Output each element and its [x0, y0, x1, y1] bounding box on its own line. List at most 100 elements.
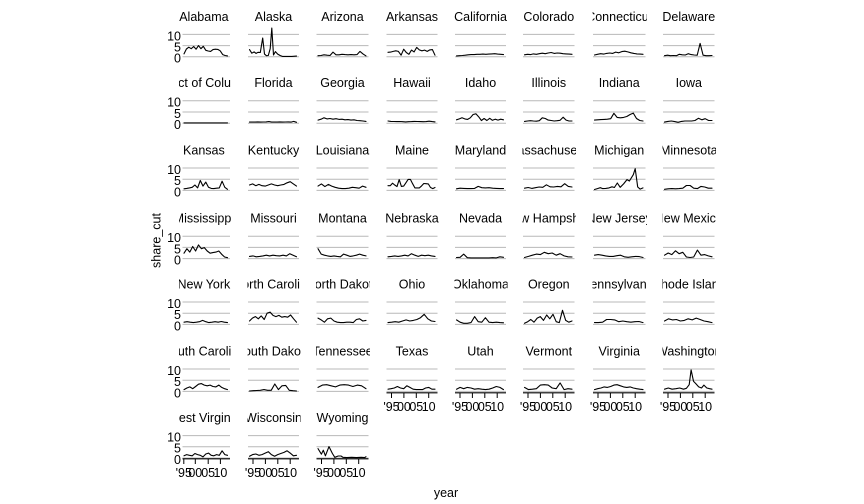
svg-text:5: 5 — [174, 107, 181, 121]
svg-text:Washington: Washington — [656, 344, 722, 358]
svg-text:10: 10 — [167, 231, 181, 245]
svg-text:5: 5 — [174, 375, 181, 389]
svg-text:Delaware: Delaware — [662, 10, 715, 24]
svg-text:Rhode Island: Rhode Island — [652, 277, 726, 291]
svg-text:Mississippi: Mississippi — [174, 212, 234, 226]
svg-text:Wisconsin: Wisconsin — [245, 411, 302, 425]
svg-text:00: 00 — [258, 466, 272, 480]
svg-text:New York: New York — [177, 277, 231, 291]
svg-text:00: 00 — [465, 400, 479, 414]
svg-text:0: 0 — [174, 185, 181, 199]
svg-text:Connecticut: Connecticut — [586, 10, 653, 24]
svg-text:10: 10 — [698, 400, 712, 414]
svg-text:5: 5 — [174, 242, 181, 256]
svg-text:05: 05 — [339, 466, 353, 480]
svg-text:Missouri: Missouri — [250, 212, 297, 226]
svg-text:North Carolina: North Carolina — [233, 277, 314, 291]
svg-text:Kentucky: Kentucky — [248, 143, 300, 157]
svg-text:00: 00 — [533, 400, 547, 414]
svg-text:Idaho: Idaho — [465, 76, 496, 90]
svg-text:'95: '95 — [176, 466, 192, 480]
svg-text:10: 10 — [422, 400, 436, 414]
svg-text:0: 0 — [174, 118, 181, 132]
svg-text:10: 10 — [213, 466, 227, 480]
svg-text:District of Columbia: District of Columbia — [150, 76, 258, 90]
svg-text:00: 00 — [327, 466, 341, 480]
svg-text:05: 05 — [409, 400, 423, 414]
svg-text:year: year — [434, 486, 458, 500]
svg-text:'95: '95 — [313, 466, 329, 480]
svg-text:Florida: Florida — [254, 76, 292, 90]
svg-text:10: 10 — [167, 431, 181, 445]
svg-text:10: 10 — [490, 400, 504, 414]
svg-text:New Jersey: New Jersey — [587, 212, 653, 226]
svg-text:Oklahoma: Oklahoma — [452, 277, 509, 291]
svg-text:Georgia: Georgia — [320, 76, 365, 90]
svg-text:'95: '95 — [590, 400, 606, 414]
svg-text:00: 00 — [188, 466, 202, 480]
svg-text:Ohio: Ohio — [399, 277, 425, 291]
svg-text:'95: '95 — [383, 400, 399, 414]
svg-text:10: 10 — [628, 400, 642, 414]
svg-text:South Carolina: South Carolina — [163, 344, 246, 358]
svg-text:0: 0 — [174, 254, 181, 268]
svg-text:00: 00 — [397, 400, 411, 414]
svg-text:'95: '95 — [520, 400, 536, 414]
svg-text:'95: '95 — [660, 400, 676, 414]
svg-text:5: 5 — [174, 41, 181, 55]
svg-text:North Dakota: North Dakota — [306, 277, 380, 291]
svg-text:Minnesota: Minnesota — [660, 143, 718, 157]
svg-text:Nebraska: Nebraska — [385, 212, 439, 226]
svg-text:Oregon: Oregon — [528, 277, 570, 291]
svg-text:Maryland: Maryland — [455, 143, 506, 157]
svg-text:Montana: Montana — [318, 212, 367, 226]
svg-text:Michigan: Michigan — [594, 143, 644, 157]
svg-text:0: 0 — [174, 319, 181, 333]
svg-text:Maine: Maine — [395, 143, 429, 157]
svg-text:Virginia: Virginia — [598, 344, 640, 358]
svg-text:10: 10 — [558, 400, 572, 414]
svg-text:share_cut: share_cut — [150, 213, 164, 268]
svg-text:Colorado: Colorado — [523, 10, 574, 24]
svg-text:Massachusetts: Massachusetts — [507, 143, 590, 157]
svg-text:10: 10 — [167, 96, 181, 110]
svg-text:10: 10 — [167, 297, 181, 311]
svg-text:05: 05 — [616, 400, 630, 414]
svg-text:Illinois: Illinois — [531, 76, 566, 90]
svg-text:'95: '95 — [452, 400, 468, 414]
svg-text:'95: '95 — [245, 466, 261, 480]
svg-text:10: 10 — [167, 29, 181, 43]
svg-text:Alaska: Alaska — [255, 10, 293, 24]
svg-text:05: 05 — [686, 400, 700, 414]
svg-text:California: California — [454, 10, 507, 24]
svg-text:Arizona: Arizona — [321, 10, 363, 24]
svg-text:Hawaii: Hawaii — [393, 76, 431, 90]
svg-text:5: 5 — [174, 442, 181, 456]
svg-text:Kansas: Kansas — [183, 143, 225, 157]
svg-text:00: 00 — [603, 400, 617, 414]
svg-text:05: 05 — [546, 400, 560, 414]
svg-text:0: 0 — [174, 386, 181, 400]
svg-text:New Mexico: New Mexico — [655, 212, 723, 226]
svg-text:New Hampshire: New Hampshire — [504, 212, 593, 226]
svg-text:Arkansas: Arkansas — [386, 10, 438, 24]
svg-text:Iowa: Iowa — [676, 76, 702, 90]
svg-text:West Virginia: West Virginia — [167, 411, 240, 425]
svg-text:5: 5 — [174, 308, 181, 322]
svg-text:Tennessee: Tennessee — [312, 344, 373, 358]
svg-text:Indiana: Indiana — [599, 76, 640, 90]
svg-text:South Dakota: South Dakota — [236, 344, 312, 358]
svg-text:05: 05 — [271, 466, 285, 480]
svg-text:0: 0 — [174, 453, 181, 467]
svg-text:05: 05 — [201, 466, 215, 480]
svg-text:Utah: Utah — [467, 344, 493, 358]
svg-text:10: 10 — [352, 466, 366, 480]
svg-text:Louisiana: Louisiana — [316, 143, 370, 157]
svg-text:Pennsylvania: Pennsylvania — [582, 277, 656, 291]
svg-text:00: 00 — [673, 400, 687, 414]
svg-text:5: 5 — [174, 174, 181, 188]
svg-text:Vermont: Vermont — [526, 344, 573, 358]
svg-text:Nevada: Nevada — [459, 212, 502, 226]
svg-text:10: 10 — [283, 466, 297, 480]
svg-text:10: 10 — [167, 163, 181, 177]
